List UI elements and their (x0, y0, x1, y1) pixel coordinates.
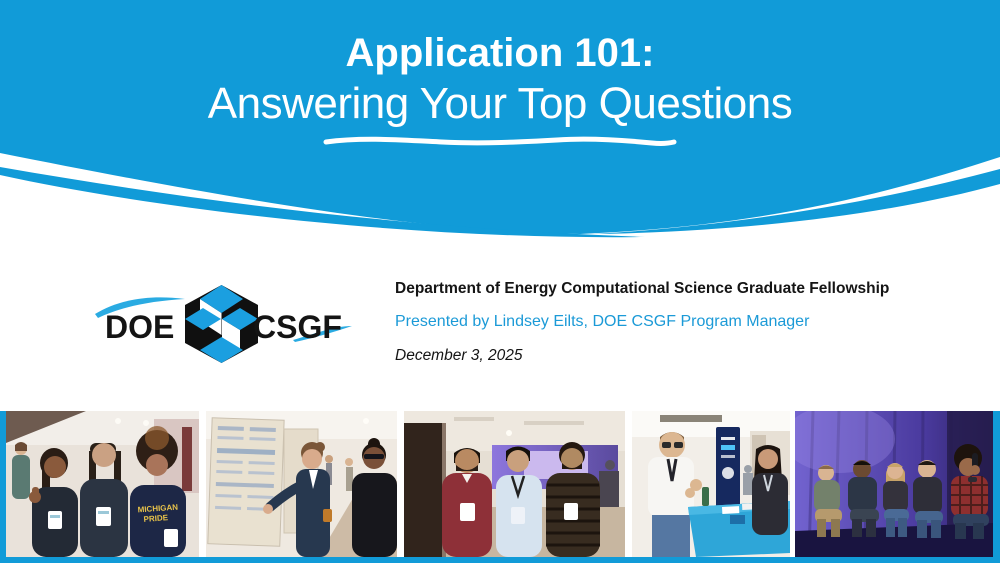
strip-left-border (0, 411, 6, 563)
title-block: Application 101: Answering Your Top Ques… (0, 0, 1000, 146)
photo-panel-discussion (795, 411, 993, 557)
org-name-line: Department of Energy Computational Scien… (395, 280, 890, 297)
doe-csgf-logo: DOE CSGF (95, 285, 352, 363)
photo-strip: MICHIGAN PRIDE (0, 411, 1000, 563)
slide-title-line1: Application 101: (345, 31, 655, 75)
banner-background (0, 0, 1000, 238)
photo-poster-session (206, 411, 397, 557)
slide-title-line2: Answering Your Top Questions (207, 79, 793, 128)
photo-fellows-ballroom (404, 411, 625, 557)
title-underline-wave (323, 136, 677, 146)
photo-fellows-thumbs-up: MICHIGAN PRIDE (6, 411, 199, 557)
date-line: December 3, 2025 (395, 347, 523, 364)
sweatshirt-text-line2: PRIDE (143, 513, 169, 524)
banner-right-swoosh-sliver (595, 169, 1000, 234)
presenter-line: Presented by Lindsey Eilts, DOE CSGF Pro… (395, 313, 810, 330)
photo-expo-table (632, 411, 790, 557)
logo-doe-text: DOE (105, 309, 174, 345)
banner-main-shape (0, 0, 1000, 234)
strip-right-border (993, 411, 1000, 563)
info-block: Department of Energy Computational Scien… (395, 279, 970, 366)
cube-hexagon-icon (185, 285, 258, 363)
sweatshirt-text-line1: MICHIGAN (137, 503, 178, 515)
strip-bottom-border (0, 557, 1000, 563)
logo-csgf-text: CSGF (253, 309, 342, 345)
logo-left-swoosh-icon (95, 297, 185, 318)
logo-right-swoosh-icon (293, 326, 352, 342)
